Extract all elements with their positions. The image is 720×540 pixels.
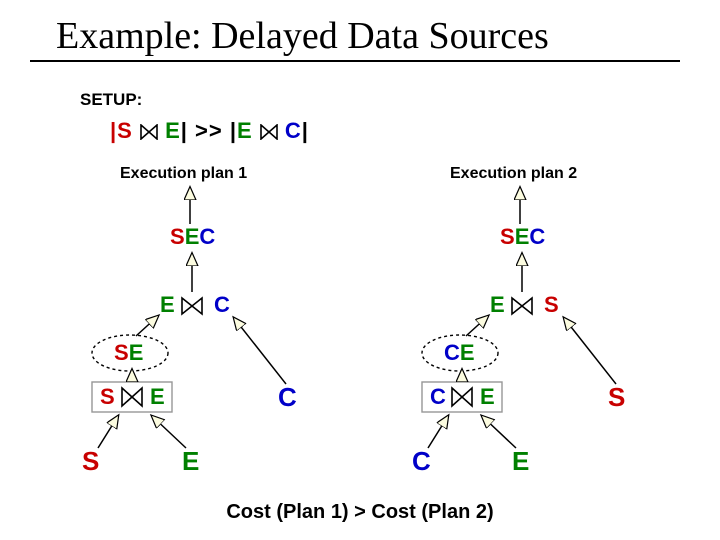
- cost-comparison: Cost (Plan 1) > Cost (Plan 2): [0, 501, 720, 524]
- p1-mid-left: E: [160, 292, 175, 318]
- p2-ce-c: C: [444, 340, 460, 365]
- p2-ce-e: E: [460, 340, 475, 365]
- p2-single-s: S: [608, 382, 625, 413]
- p1-se: SE: [114, 340, 143, 366]
- p1-mid-right: C: [214, 292, 230, 318]
- p2-ce: CE: [444, 340, 475, 366]
- p1-root-s: S: [170, 224, 185, 249]
- p2-join-e: E: [480, 384, 495, 410]
- diagram-overlay: [0, 0, 720, 540]
- p2-root-s: S: [500, 224, 515, 249]
- p1-single-c: C: [278, 382, 297, 413]
- p1-join-s: S: [100, 384, 115, 410]
- p2-leaf-c: C: [412, 446, 431, 477]
- p2-join-c: C: [430, 384, 446, 410]
- p1-se-e: E: [129, 340, 144, 365]
- p2-mid-left: E: [490, 292, 505, 318]
- p2-root-e: E: [515, 224, 530, 249]
- p1-root: SEC: [170, 224, 215, 250]
- p2-mid-right: S: [544, 292, 559, 318]
- p2-root-c: C: [529, 224, 545, 249]
- p1-root-c: C: [199, 224, 215, 249]
- p1-leaf-s: S: [82, 446, 99, 477]
- p1-join-e: E: [150, 384, 165, 410]
- p1-root-e: E: [185, 224, 200, 249]
- p1-leaf-e: E: [182, 446, 199, 477]
- p2-root: SEC: [500, 224, 545, 250]
- p1-se-s: S: [114, 340, 129, 365]
- p2-leaf-e: E: [512, 446, 529, 477]
